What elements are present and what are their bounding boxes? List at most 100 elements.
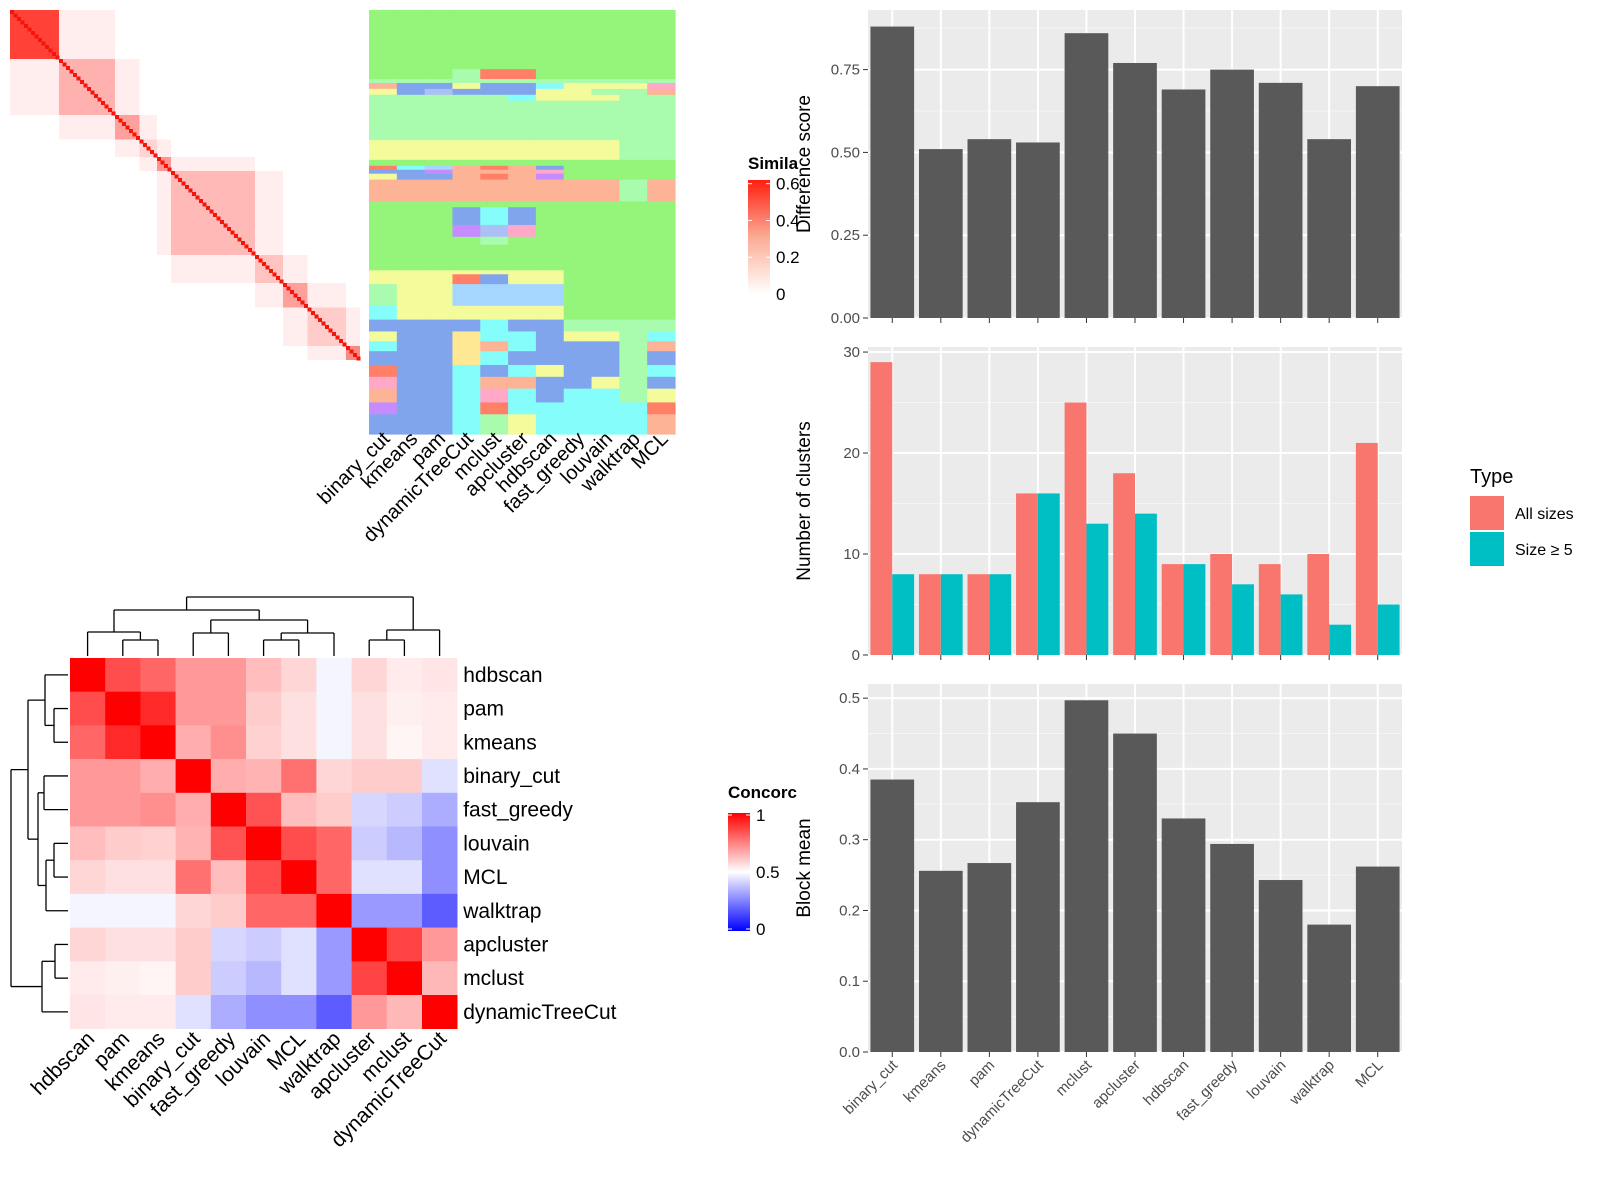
class-cell [452, 388, 481, 404]
class-cell [619, 402, 648, 415]
concordance-cell [316, 759, 352, 794]
class-cell [452, 274, 481, 285]
class-cell [591, 284, 620, 307]
class-cell [369, 122, 398, 141]
similarity-diagonal-cell [216, 216, 221, 221]
bar [1064, 33, 1109, 318]
class-cell [396, 388, 426, 404]
concordance-cell [281, 725, 317, 760]
number-of-clusters-chart: 0 10 20 30 Number of clusters [794, 344, 1402, 664]
similarity-diagonal-cell [230, 230, 235, 235]
class-cell [535, 79, 565, 84]
class-cell [619, 284, 648, 307]
class-cell [480, 122, 509, 141]
concordance-cell [316, 893, 352, 928]
concordance-cell [246, 826, 282, 861]
similarity-diagonal-cell [199, 199, 203, 203]
class-cell [396, 376, 426, 390]
concordance-colorbar [728, 813, 750, 931]
class-cell [452, 364, 481, 378]
class-cell [452, 244, 481, 271]
class-cell [591, 122, 620, 141]
class-cell [452, 79, 481, 84]
class-cell [647, 236, 676, 246]
y-tick-label: 0.3 [839, 832, 860, 849]
class-cell [647, 224, 676, 238]
concordance-cell [210, 927, 247, 962]
similarity-diagonal-cell [52, 52, 56, 56]
class-cell [647, 341, 676, 352]
concordance-cell [210, 961, 247, 996]
concordance-cell [386, 759, 423, 794]
concordance-legend-label: 0 [756, 920, 765, 939]
similarity-diagonal-cell [73, 73, 77, 77]
class-cell [480, 364, 509, 378]
class-cell [396, 169, 426, 175]
bar [1329, 624, 1352, 655]
class-cell [647, 319, 676, 333]
class-cell [424, 284, 454, 307]
concordance-cell [175, 826, 212, 861]
concordance-cell [422, 826, 458, 861]
similarity-diagonal-cell [213, 213, 217, 217]
concordance-cell [386, 725, 423, 760]
similarity-diagonal-cell [258, 258, 263, 263]
class-cell [452, 179, 481, 202]
bar [1210, 843, 1254, 1052]
class-cell [508, 10, 537, 70]
similarity-legend: Simila 0.6 0.4 0.2 0 [748, 154, 800, 304]
class-cell [480, 319, 509, 333]
concordance-cell [70, 893, 106, 928]
concordance-cell [351, 927, 388, 962]
class-cell [591, 388, 620, 404]
concordance-cell [140, 826, 176, 861]
concordance-legend: Concorc 1 0.5 0 [728, 783, 797, 939]
bar [1355, 866, 1400, 1052]
class-cell [508, 244, 537, 271]
class-cell [647, 270, 676, 275]
class-cell [480, 165, 509, 171]
bar [1258, 880, 1303, 1052]
concordance-cell [422, 658, 458, 692]
concordance-cell [175, 961, 212, 996]
similarity-off-block [307, 346, 346, 360]
class-cell [396, 244, 426, 271]
concordance-cell [246, 893, 282, 928]
class-cell [535, 284, 565, 307]
concordance-cell [386, 691, 423, 726]
concordance-row-labels: hdbscan pam kmeans binary_cut fast_greedylou… [462, 664, 616, 1024]
concordance-row-label: walktrap [462, 900, 541, 923]
y-axis-label: Block mean [794, 818, 815, 917]
class-cell [619, 224, 648, 238]
similarity-diagonal-cell [136, 136, 140, 140]
concordance-cell [351, 725, 388, 760]
concordance-cell [210, 826, 247, 861]
bar [1113, 733, 1157, 1052]
class-cell [563, 94, 593, 102]
class-cell [480, 201, 509, 208]
concordance-cell [281, 759, 317, 794]
legend-label-all-sizes: All sizes [1515, 506, 1574, 523]
similarity-diagonal-cell [279, 279, 284, 284]
concordance-cell [175, 995, 212, 1029]
class-cell [480, 331, 509, 342]
similarity-diagonal-cell [62, 62, 67, 67]
concordance-cell [210, 995, 247, 1029]
similarity-diagonal-cell [335, 335, 340, 340]
class-cell [619, 94, 648, 102]
similarity-diagonal-cell [206, 206, 210, 210]
class-cell [591, 165, 620, 171]
class-cell [480, 284, 509, 307]
class-cell [369, 94, 398, 102]
concordance-row-label: apcluster [463, 933, 548, 956]
class-cell [535, 331, 565, 342]
similarity-diagonal-cell [356, 356, 361, 361]
similarity-diagonal-cell [13, 13, 18, 18]
concordance-row-label: pam [463, 698, 504, 721]
class-cell [591, 305, 620, 321]
similarity-diagonal-cell [297, 297, 301, 301]
class-cell [452, 319, 481, 333]
bar [967, 863, 1012, 1052]
concordance-cell [175, 725, 212, 760]
